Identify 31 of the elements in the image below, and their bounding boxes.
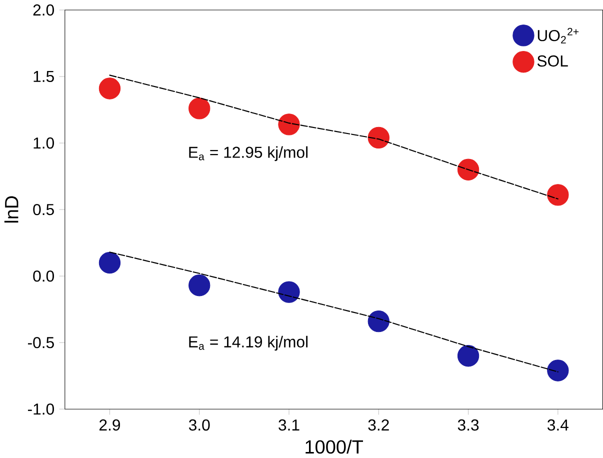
y-tick-label: -1.0 [28, 403, 54, 415]
annotation: E$_{a}$ = 14.19 kj/mol [189, 336, 308, 351]
point [457, 158, 480, 180]
annotation: E$_{a}$ = 12.95 kj/mol [189, 146, 308, 162]
x-tick-label: 2.9 [99, 419, 120, 431]
x-tick-label: 3.1 [278, 419, 300, 431]
legend-label: SOL [537, 55, 568, 67]
y-tick-label: 0.5 [33, 204, 54, 216]
y-tick-label: 1.0 [34, 137, 54, 149]
y-tick-label: 2.0 [33, 4, 54, 16]
legend-label: UO$_{2}$2+ [538, 28, 579, 44]
point [368, 310, 390, 332]
x-tick-label: 3.0 [188, 419, 210, 431]
x-tick-label: 3.3 [458, 419, 479, 431]
point [547, 360, 569, 382]
point [457, 345, 480, 367]
x-tick-label: 3.4 [548, 419, 568, 431]
x-axis-title: 1000/T [306, 440, 364, 454]
point [368, 126, 390, 149]
point [98, 252, 121, 274]
point [547, 184, 569, 206]
point [188, 98, 210, 120]
point [278, 281, 300, 303]
point [98, 78, 121, 100]
x-tick-label: 3.2 [368, 419, 389, 431]
y-tick-label: 0.0 [33, 270, 54, 282]
point [188, 274, 210, 296]
y-tick-label: 1.5 [34, 70, 54, 82]
y-tick-label: -0.5 [28, 336, 54, 348]
y-axis-title: lnD [4, 196, 18, 223]
point [278, 114, 300, 136]
